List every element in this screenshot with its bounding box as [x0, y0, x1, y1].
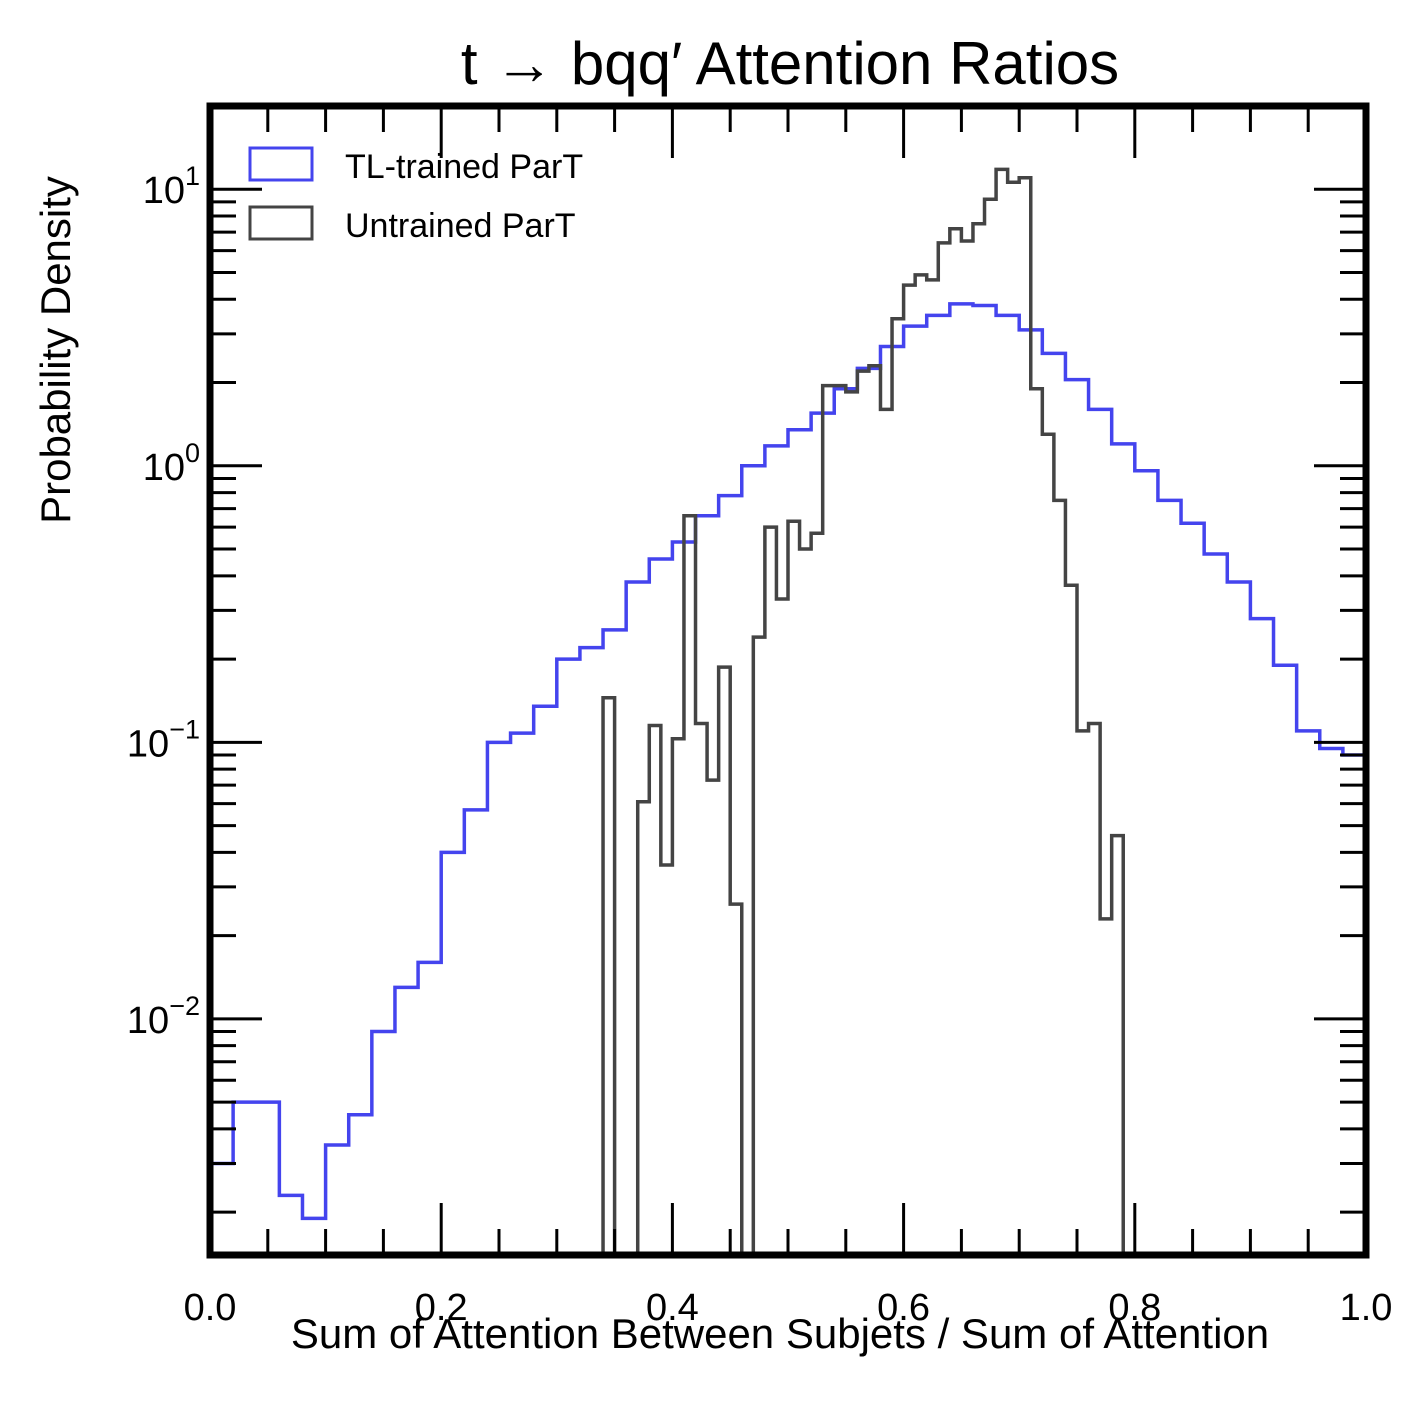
y-tick-label: 10−2	[127, 991, 200, 1042]
x-tick-label: 0.8	[1108, 1287, 1161, 1329]
x-tick-label: 0.2	[415, 1287, 468, 1329]
legend-label-tl-trained: TL-trained ParT	[345, 148, 583, 186]
y-tick-label: 100	[143, 438, 200, 489]
plot-frame	[206, 102, 1370, 1259]
y-axis-label: Probability Density	[32, 176, 79, 524]
x-tick-label: 0.6	[877, 1287, 930, 1329]
x-tick-label: 1.0	[1340, 1287, 1393, 1329]
y-tick-label: 10−1	[127, 714, 200, 765]
x-tick-label: 0.4	[646, 1287, 699, 1329]
x-axis-label: Sum of Attention Between Subjets / Sum o…	[291, 1310, 1269, 1357]
series-1-step-line	[601, 167, 1125, 1255]
x-tick-label: 0.0	[184, 1287, 237, 1329]
legend-swatch-tl-trained	[248, 146, 314, 182]
y-tick-label: 101	[143, 161, 200, 212]
legend: TL-trained ParT Untrained ParT	[248, 146, 583, 245]
ticks-layer: 0.0 0.2 0.4 0.6 0.8 1.0 101 100 10−1 10−2	[127, 104, 1393, 1329]
legend-label-untrained: Untrained ParT	[345, 207, 576, 245]
chart-title: t → bqq′ Attention Ratios	[461, 30, 1119, 97]
legend-swatch-untrained	[248, 205, 314, 241]
series-layer	[210, 167, 1366, 1255]
series-0-step-line	[210, 302, 1366, 1221]
